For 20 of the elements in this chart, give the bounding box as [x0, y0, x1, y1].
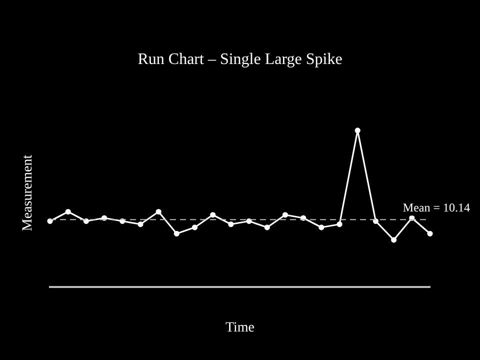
x-axis-title: Time	[225, 320, 255, 336]
point	[138, 221, 144, 228]
point	[336, 221, 342, 228]
point	[318, 224, 324, 230]
point	[192, 224, 198, 230]
point	[156, 208, 162, 215]
point	[427, 230, 433, 236]
point	[391, 237, 397, 243]
y-axis-title: Measurement	[20, 154, 36, 232]
point	[47, 218, 53, 224]
point	[282, 212, 288, 218]
point	[228, 221, 234, 228]
point	[354, 128, 360, 134]
point	[210, 212, 216, 218]
chart-title: Run Chart – Single Large Spike	[138, 50, 342, 68]
point	[246, 218, 252, 224]
annotation: Mean = 10.14	[402, 200, 470, 215]
point	[174, 230, 180, 236]
point	[65, 208, 71, 215]
point	[264, 224, 270, 230]
